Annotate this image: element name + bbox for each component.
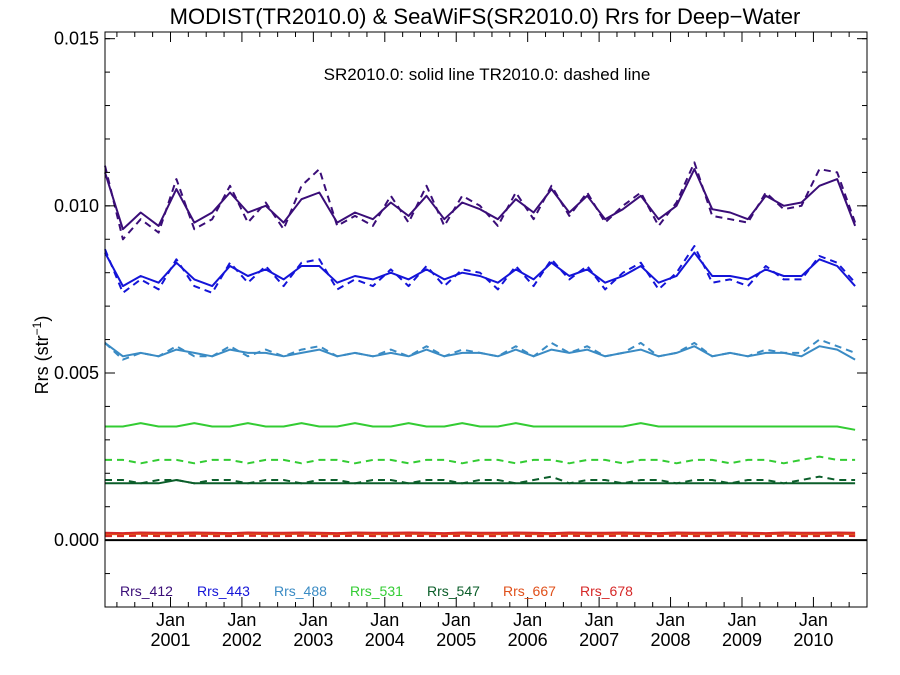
x-tick-label-month: Jan xyxy=(299,610,328,630)
x-tick-label-year: 2001 xyxy=(150,630,190,650)
series-rrs-531-dashed xyxy=(105,455,856,465)
series-rrs-443-dashed xyxy=(104,245,856,294)
series-rrs-547-solid xyxy=(105,479,856,485)
x-tick-label-year: 2007 xyxy=(579,630,619,650)
plot-frame xyxy=(104,31,868,608)
y-axis-label-end: ) xyxy=(32,316,52,322)
x-tick-label-year: 2009 xyxy=(722,630,762,650)
legend-entry-rrs-443: Rrs_443 xyxy=(197,583,250,599)
series-rrs-443-solid xyxy=(104,251,856,288)
legend-entry-rrs-488: Rrs_488 xyxy=(274,583,327,599)
y-tick-label: 0.005 xyxy=(54,363,99,383)
x-tick-label-month: Jan xyxy=(585,610,614,630)
series-rrs-412-dashed xyxy=(104,161,857,241)
x-tick-label-month: Jan xyxy=(513,610,542,630)
series-rrs-488-solid xyxy=(104,342,856,361)
x-tick-label-month: Jan xyxy=(727,610,756,630)
legend: Rrs_412 Rrs_443 Rrs_488 Rrs_531 Rrs_547 Rrs_6… xyxy=(120,583,633,599)
x-tick-label-year: 2006 xyxy=(508,630,548,650)
x-tick-label-year: 2002 xyxy=(222,630,262,650)
chart-title: MODIST(TR2010.0) & SeaWiFS(SR2010.0) Rrs… xyxy=(170,4,801,29)
series-rrs-488-dashed xyxy=(104,338,856,361)
legend-entry-rrs-547: Rrs_547 xyxy=(427,583,480,599)
y-axis-label-main: Rrs (str xyxy=(32,335,52,394)
x-tick-label-month: Jan xyxy=(370,610,399,630)
series-rrs-531-solid xyxy=(105,422,856,431)
legend-entry-rrs-667: Rrs_667 xyxy=(503,583,556,599)
legend-entry-rrs-531: Rrs_531 xyxy=(350,583,403,599)
x-tick-label-year: 2005 xyxy=(436,630,476,650)
x-tick-label-month: Jan xyxy=(156,610,185,630)
plot-area xyxy=(104,161,867,542)
y-tick-label: 0.015 xyxy=(54,29,99,49)
x-tick-label-year: 2003 xyxy=(293,630,333,650)
y-tick-label: 0.010 xyxy=(54,196,99,216)
series-rrs-547-dashed xyxy=(105,475,856,485)
x-tick-label-month: Jan xyxy=(227,610,256,630)
x-tick-label-month: Jan xyxy=(442,610,471,630)
legend-entry-rrs-412: Rrs_412 xyxy=(120,583,173,599)
series-rrs-678-solid xyxy=(104,531,856,535)
legend-entry-rrs-678: Rrs_678 xyxy=(580,583,633,599)
x-tick-label-year: 2008 xyxy=(651,630,691,650)
x-tick-label-month: Jan xyxy=(799,610,828,630)
line-style-note: SR2010.0: solid line TR2010.0: dashed li… xyxy=(324,65,651,84)
x-tick-label-month: Jan xyxy=(656,610,685,630)
y-axis-label: Rrs (str−1) xyxy=(30,316,52,395)
series-rrs-412-solid xyxy=(104,168,857,231)
axes: 0.0000.0050.0100.015Jan2001Jan2002Jan200… xyxy=(54,29,868,650)
y-tick-label: 0.000 xyxy=(54,530,99,550)
x-tick-label-year: 2010 xyxy=(793,630,833,650)
x-tick-label-year: 2004 xyxy=(365,630,405,650)
y-axis-label-sup: −1 xyxy=(30,321,44,335)
